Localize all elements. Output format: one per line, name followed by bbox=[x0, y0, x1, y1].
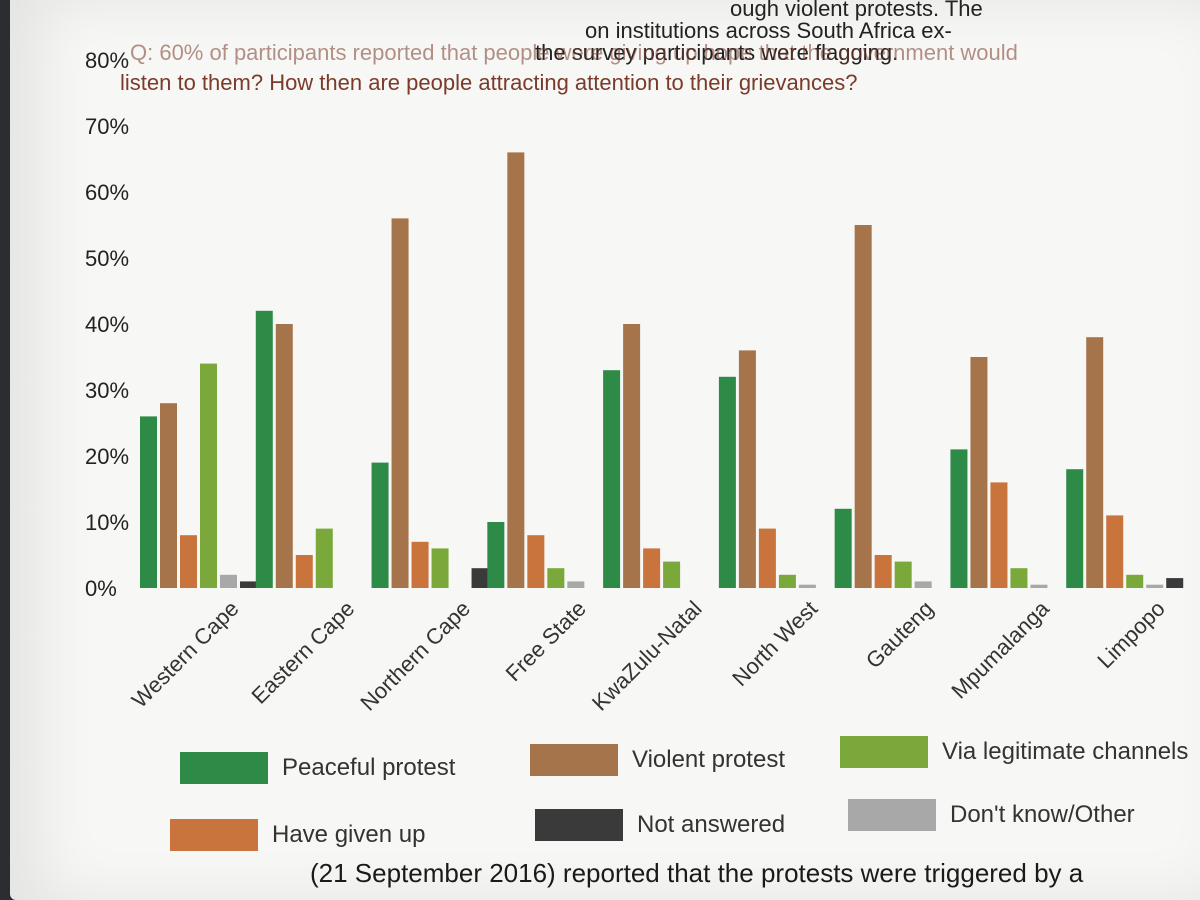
y-tick-label: 0% bbox=[85, 576, 117, 601]
bar bbox=[1126, 574, 1144, 588]
bar bbox=[1086, 337, 1104, 588]
legend-label: Have given up bbox=[272, 821, 426, 848]
bar bbox=[180, 535, 197, 588]
bar bbox=[431, 548, 449, 588]
y-tick-label: 80% bbox=[85, 48, 129, 73]
top-text-line-1: ough violent protests. The bbox=[730, 0, 983, 21]
bar bbox=[718, 376, 736, 588]
y-tick-label: 20% bbox=[85, 444, 129, 469]
bar bbox=[643, 548, 661, 588]
y-tick-label: 40% bbox=[85, 312, 129, 337]
legend-label: Peaceful protest bbox=[282, 754, 456, 781]
x-tick-label: Northern Cape bbox=[355, 596, 475, 716]
legend-item: Have given up bbox=[170, 815, 425, 855]
bar bbox=[663, 561, 681, 588]
x-tick-label: Gauteng bbox=[861, 596, 938, 673]
bar bbox=[1166, 578, 1184, 588]
bar bbox=[471, 568, 489, 588]
question-line-1: Q: 60% of participants reported that peo… bbox=[130, 40, 1018, 65]
bar bbox=[623, 324, 641, 588]
y-tick-label: 50% bbox=[85, 246, 129, 271]
x-tick-label: Mpumalanga bbox=[946, 595, 1054, 703]
bar bbox=[255, 310, 273, 588]
paper-page: ough violent protests. The on institutio… bbox=[10, 0, 1200, 900]
bar bbox=[990, 482, 1008, 588]
x-tick-label: Free State bbox=[501, 596, 591, 686]
bar bbox=[547, 568, 565, 588]
bar bbox=[527, 535, 545, 588]
bottom-text-line: (21 September 2016) reported that the pr… bbox=[310, 858, 1084, 888]
bar bbox=[603, 370, 621, 588]
legend-swatch bbox=[530, 744, 618, 776]
x-tick-label: Limpopo bbox=[1092, 596, 1169, 673]
bar bbox=[275, 324, 293, 588]
bar bbox=[950, 449, 968, 588]
legend-label: Violent protest bbox=[632, 746, 785, 773]
legend-swatch bbox=[848, 799, 936, 831]
bar bbox=[738, 350, 756, 588]
x-tick-label: KwaZulu-Natal bbox=[587, 596, 707, 716]
bar bbox=[854, 225, 872, 588]
bar bbox=[391, 218, 409, 588]
y-tick-label: 10% bbox=[85, 510, 129, 535]
legend-item: Peaceful protest bbox=[180, 748, 455, 788]
legend-label: Don't know/Other bbox=[950, 801, 1135, 828]
x-tick-label: Eastern Cape bbox=[247, 596, 360, 709]
legend-swatch bbox=[170, 819, 258, 851]
legend-label: Via legitimate channels bbox=[942, 738, 1189, 765]
bar bbox=[487, 522, 505, 588]
bar bbox=[778, 574, 796, 588]
legend-swatch bbox=[840, 736, 928, 768]
bar bbox=[411, 541, 429, 588]
bar bbox=[894, 561, 912, 588]
top-text-line-2: on institutions across South Africa ex- bbox=[585, 18, 952, 43]
bar bbox=[1030, 584, 1048, 588]
legend-label: Not answered bbox=[637, 811, 786, 838]
bar bbox=[200, 363, 217, 588]
bar bbox=[798, 584, 816, 588]
bar bbox=[970, 357, 988, 588]
legend-item: Not answered bbox=[535, 805, 785, 845]
bar bbox=[758, 528, 776, 588]
bar-chart: 0% 10% 20% 30% 40% 50% 60% 70% 80% Western Cape E… bbox=[85, 48, 1184, 716]
y-tick-label: 30% bbox=[85, 378, 129, 403]
bar bbox=[1066, 469, 1084, 588]
y-tick-label: 70% bbox=[85, 114, 129, 139]
bar bbox=[834, 508, 852, 588]
question-line-2: listen to them? How then are people attr… bbox=[120, 70, 858, 95]
bar bbox=[874, 555, 892, 588]
top-text-line-3: the survey participants were flagging. bbox=[535, 40, 899, 65]
bar bbox=[567, 581, 585, 588]
bar bbox=[315, 528, 333, 588]
legend-swatch bbox=[535, 809, 623, 841]
bar bbox=[295, 555, 313, 588]
bar bbox=[507, 152, 525, 588]
x-tick-label: Western Cape bbox=[127, 596, 244, 713]
bars-group bbox=[140, 152, 1184, 588]
bar bbox=[1106, 515, 1124, 588]
legend-item: Violent protest bbox=[530, 740, 785, 780]
bar bbox=[914, 581, 932, 588]
bar bbox=[160, 403, 177, 588]
bar bbox=[240, 581, 257, 588]
bar bbox=[220, 574, 237, 588]
bar bbox=[1010, 568, 1028, 588]
x-tick-label: North West bbox=[727, 596, 822, 691]
bar bbox=[140, 416, 157, 588]
legend-swatch bbox=[180, 752, 268, 784]
legend-item: Via legitimate channels bbox=[840, 732, 1188, 772]
y-axis: 0% 10% 20% 30% 40% 50% 60% 70% 80% bbox=[85, 48, 129, 601]
legend-item: Don't know/Other bbox=[848, 795, 1135, 835]
y-tick-label: 60% bbox=[85, 180, 129, 205]
bar bbox=[1146, 584, 1164, 588]
bar bbox=[371, 462, 389, 588]
